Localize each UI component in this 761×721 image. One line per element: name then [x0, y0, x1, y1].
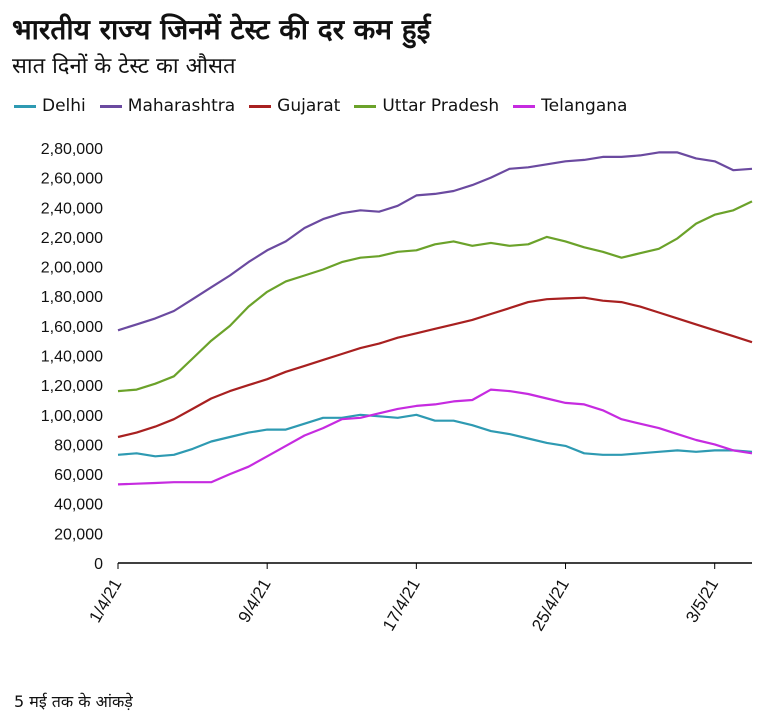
y-tick-label: 20,000 [54, 526, 103, 543]
series-line-gujarat [117, 296, 753, 439]
legend-swatch-uttar-pradesh [354, 104, 377, 108]
series-line-maharashtra [117, 151, 753, 332]
y-tick-label: 1,80,000 [41, 289, 103, 306]
y-tick-label: 2,80,000 [41, 141, 103, 158]
y-tick-label: 1,60,000 [41, 319, 103, 336]
series-line-delhi [117, 413, 753, 458]
legend-label-delhi: Delhi [42, 96, 86, 116]
legend-item-maharashtra: Maharashtra [99, 96, 236, 116]
legend-swatch-maharashtra [99, 104, 122, 108]
y-axis: 0 20,000 40,000 60,000 80,000 1,00,000 1,20,00… [41, 141, 103, 573]
y-tick-label: 60,000 [54, 467, 103, 484]
legend-item-telangana: Telangana [513, 96, 627, 116]
legend-swatch-delhi [14, 104, 36, 108]
y-tick-label: 1,00,000 [41, 408, 103, 425]
legend: Delhi Maharashtra Gujarat Uttar Pradesh … [14, 96, 627, 116]
legend-item-uttar-pradesh: Uttar Pradesh [354, 96, 499, 116]
legend-label-uttar-pradesh: Uttar Pradesh [382, 96, 500, 116]
y-tick-label: 1,20,000 [41, 378, 103, 395]
legend-label-gujarat: Gujarat [277, 96, 341, 116]
y-tick-label: 2,60,000 [41, 171, 103, 188]
y-tick-label: 80,000 [54, 437, 103, 454]
chart-subtitle: सात दिनों के टेस्ट का औसत [12, 54, 236, 79]
legend-label-telangana: Telangana [541, 96, 628, 116]
y-tick-label: 0 [94, 556, 103, 573]
y-tick-label: 1,40,000 [41, 349, 103, 366]
chart-title: भारतीय राज्य जिनमें टेस्ट की दर कम हुई [12, 13, 431, 46]
x-tick-label: 3/5/21 [682, 576, 722, 626]
legend-swatch-gujarat [249, 104, 272, 108]
legend-item-delhi: Delhi [14, 96, 86, 116]
footnote: 5 मई तक के आंकड़े [14, 692, 133, 711]
x-tick-label: 1/4/21 [85, 576, 125, 626]
legend-item-gujarat: Gujarat [249, 96, 340, 116]
x-axis: 1/4/21 9/4/21 17/4/21 25/4/21 3/5/21 [85, 563, 722, 634]
x-tick-label: 17/4/21 [379, 576, 424, 635]
y-tick-label: 2,20,000 [41, 230, 103, 247]
y-tick-label: 40,000 [54, 497, 103, 514]
y-tick-label: 2,40,000 [41, 200, 103, 217]
legend-swatch-telangana [513, 104, 536, 108]
x-tick-label: 9/4/21 [235, 576, 275, 626]
y-tick-label: 2,00,000 [41, 260, 103, 277]
x-tick-label: 25/4/21 [528, 576, 573, 635]
series-lines [117, 151, 753, 486]
series-line-telangana [117, 388, 753, 486]
legend-label-maharashtra: Maharashtra [127, 96, 236, 116]
series-line-uttar-pradesh [117, 200, 753, 393]
